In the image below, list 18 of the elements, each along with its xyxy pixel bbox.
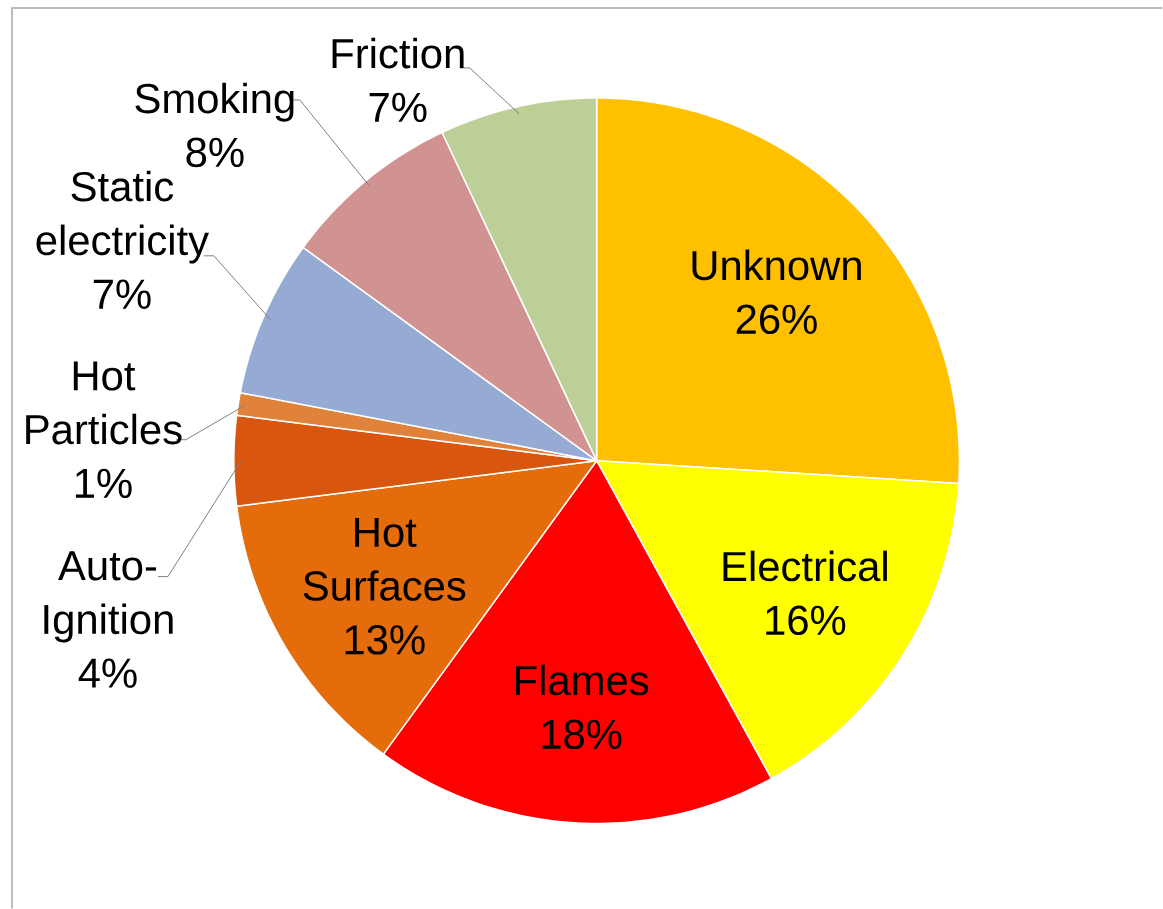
data-label: 7%: [93, 279, 151, 309]
data-label: 26%: [736, 304, 817, 334]
data-label: 8%: [186, 137, 244, 168]
slice-label: Hot Surfaces: [303, 517, 466, 601]
slice-label: Unknown: [692, 249, 861, 281]
data-label: 7%: [369, 92, 427, 123]
slice-label: Auto-Ignition: [44, 551, 173, 643]
slice-label: Electrical: [723, 550, 887, 582]
data-label: 4%: [78, 658, 137, 688]
data-label: 18%: [542, 719, 622, 750]
slice-label: Smoking: [135, 82, 294, 122]
data-label: 13%: [345, 624, 425, 655]
slice-label: Static electricity: [36, 170, 209, 264]
data-label: 16%: [766, 605, 846, 636]
slice-label: Flames: [516, 664, 649, 696]
data-label: 1%: [75, 468, 132, 498]
slice-label: Hot Particles: [26, 361, 182, 445]
slice-label: Friction: [332, 37, 464, 69]
